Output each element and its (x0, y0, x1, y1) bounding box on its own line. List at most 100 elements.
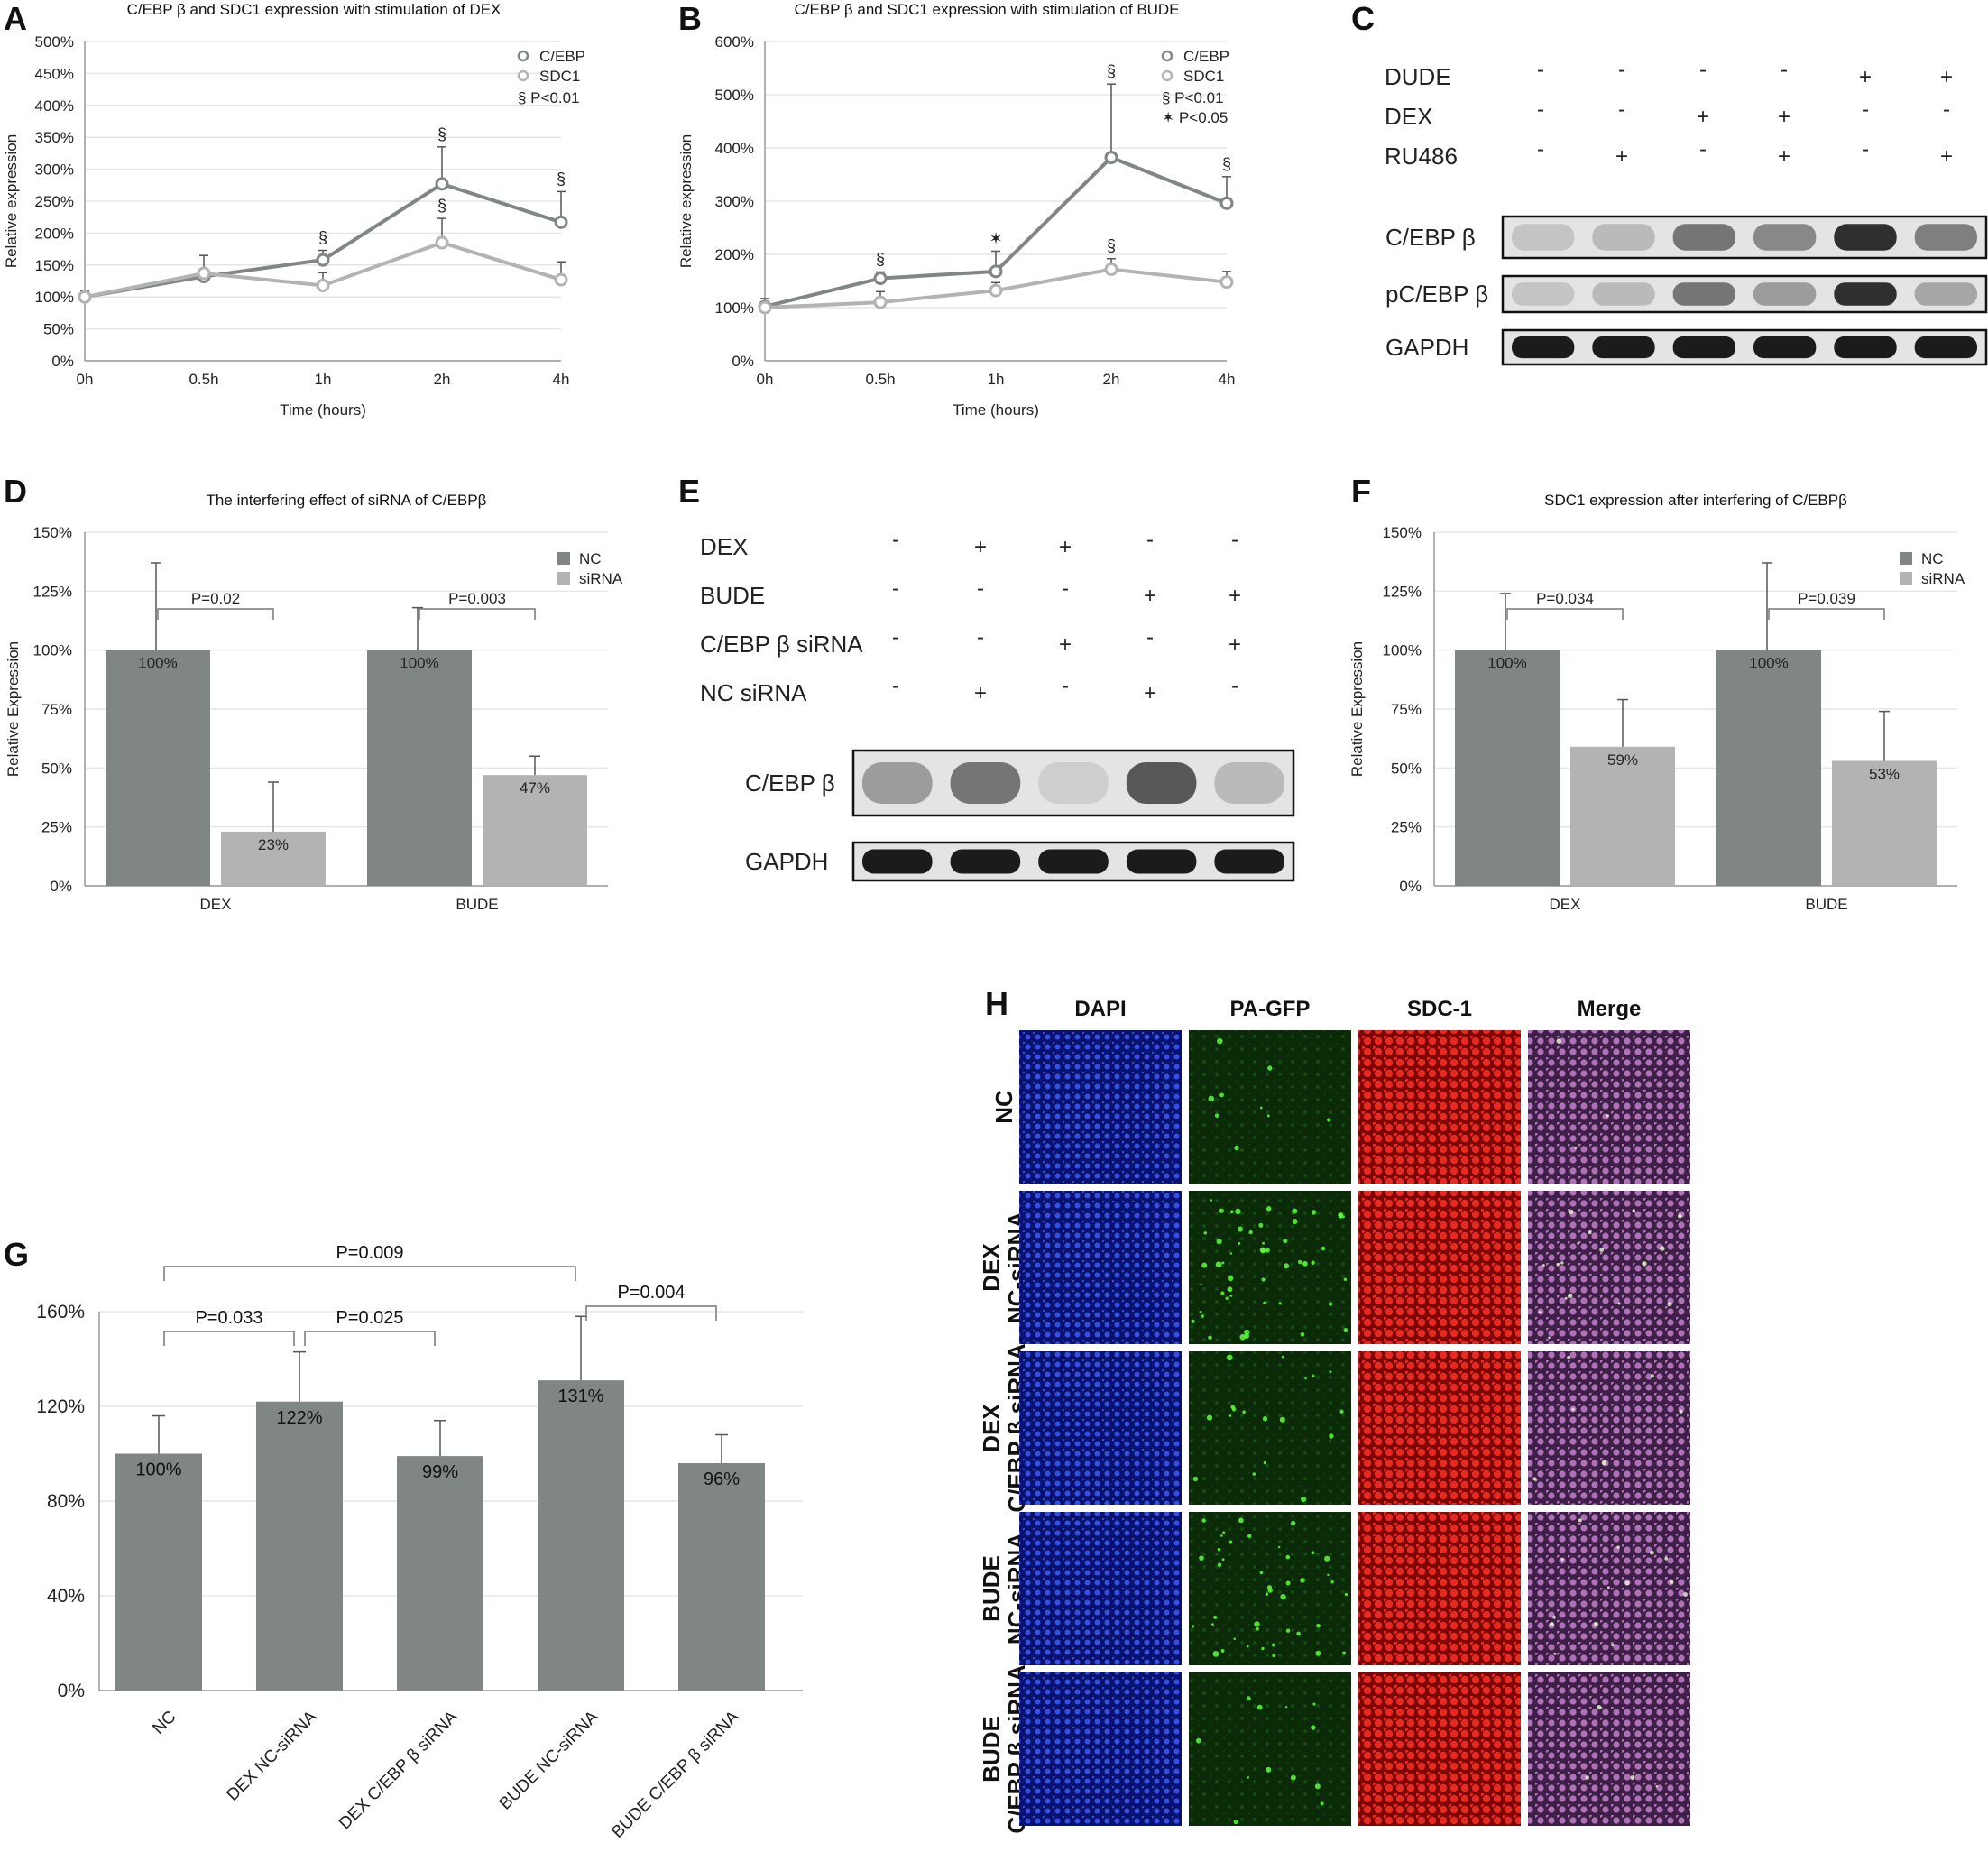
y-tick-label: 600% (715, 33, 754, 51)
chart-title: C/EBP β and SDC1 expression with stimula… (794, 1, 1179, 18)
legend-note: § P<0.01 (518, 89, 580, 106)
y-tick-label: 0% (50, 878, 72, 895)
panel-letter-a: A (4, 0, 27, 37)
p-value-label: P=0.034 (1536, 590, 1594, 607)
y-tick-label: 0% (1399, 878, 1422, 895)
x-tick-label: BUDE (1805, 896, 1847, 913)
micrograph-pa-gfp (1189, 1672, 1351, 1826)
y-axis-label: Relative expression (677, 134, 695, 268)
micrograph-merge (1528, 1191, 1690, 1344)
y-tick-label: 100% (715, 299, 754, 317)
gfp-spot (1321, 1246, 1326, 1251)
y-tick-label: 250% (35, 193, 74, 210)
merge-spot (1599, 1248, 1605, 1252)
significance-bracket (1768, 608, 1885, 620)
condition-label: NC siRNA (700, 679, 807, 706)
column-header-pa-gfp: PA-GFP (1230, 997, 1311, 1021)
y-tick-label: 125% (1383, 583, 1422, 600)
condition-sign: - (1618, 97, 1625, 122)
gfp-spot (1234, 1145, 1239, 1151)
micrograph-dapi (1019, 1030, 1182, 1184)
gfp-spot (1278, 1302, 1282, 1305)
significance-mark: ✶ (989, 229, 1002, 247)
western-blot-e: DEX - + + - - BUDE - - - + + C/EBP β siRNA - - + - + NC si… (700, 528, 1295, 882)
legend-swatch (557, 552, 570, 565)
row-label-line2: NC (990, 1090, 1017, 1124)
y-tick-label: 300% (35, 161, 74, 179)
condition-sign: + (1940, 144, 1953, 169)
gfp-spot (1239, 1333, 1247, 1341)
condition-sign: - (892, 674, 899, 698)
merge-spot (1564, 1296, 1568, 1300)
gfp-spot (1343, 1328, 1348, 1333)
legend-label: siRNA (1921, 570, 1965, 587)
condition-sign: + (1144, 681, 1156, 705)
data-point (758, 300, 772, 315)
row-label-group: NC (990, 1090, 1017, 1124)
legend-label: siRNA (579, 570, 623, 587)
merge-spot (1660, 1246, 1665, 1251)
condition-sign: - (1618, 58, 1625, 82)
gfp-spot (1233, 1637, 1237, 1641)
gfp-spot (1271, 1643, 1276, 1647)
p-value-label: P=0.025 (336, 1308, 403, 1328)
y-tick-label: 400% (35, 97, 74, 115)
gfp-spot (1248, 1230, 1253, 1235)
legend-marker (1161, 69, 1173, 82)
legend-swatch (1900, 552, 1912, 565)
gfp-spot (1300, 1331, 1305, 1337)
x-tick-label: DEX (1550, 896, 1581, 913)
x-tick-label: 0h (757, 371, 774, 388)
merge-spot (1594, 1621, 1598, 1626)
row-label-line1: DEX (978, 1404, 1005, 1452)
y-axis-label: Relative expression (3, 134, 20, 268)
legend-label: SDC1 (539, 68, 580, 85)
condition-sign: - (1537, 58, 1544, 82)
y-tick-label: 25% (41, 819, 72, 836)
gfp-spot (1259, 1571, 1264, 1575)
gfp-spot (1284, 1263, 1290, 1269)
merge-spot (1624, 1580, 1630, 1586)
condition-sign: + (1229, 584, 1241, 608)
y-tick-label: 100% (33, 642, 72, 659)
gfp-spot (1301, 1496, 1307, 1503)
merge-spot (1679, 1409, 1683, 1414)
gfp-spot (1227, 1286, 1233, 1293)
y-tick-label: 100% (35, 289, 74, 306)
merge-spot (1560, 1261, 1564, 1265)
row-label-line1: DEX (978, 1243, 1005, 1292)
gfp-spot (1216, 1239, 1222, 1245)
gfp-spot (1238, 1241, 1241, 1245)
gfp-spot (1280, 1593, 1286, 1600)
merge-spot (1650, 1550, 1654, 1555)
x-tick-label: BUDE (456, 896, 498, 913)
gfp-spot (1252, 1472, 1256, 1476)
micrograph-pa-gfp (1189, 1351, 1351, 1505)
y-tick-label: 50% (43, 321, 74, 338)
condition-sign: - (1231, 674, 1238, 698)
y-tick-label: 100% (1383, 642, 1422, 659)
condition-sign: - (977, 576, 984, 601)
condition-sign: - (892, 625, 899, 650)
merge-spot (1606, 1586, 1610, 1589)
gfp-spot (1221, 1261, 1225, 1265)
data-point (1219, 275, 1234, 290)
p-value-label: P=0.02 (191, 590, 240, 607)
bar-value-label: 47% (520, 779, 550, 797)
y-tick-label: 40% (47, 1586, 85, 1607)
blot-band (1512, 282, 1575, 306)
panel-letter-d: D (4, 473, 27, 510)
condition-label: BUDE (700, 582, 765, 609)
merge-spot (1616, 1545, 1620, 1549)
blot-membrane (1501, 328, 1988, 366)
significance-mark: § (876, 250, 885, 268)
condition-label: RU486 (1385, 143, 1458, 170)
merge-spot (1556, 1263, 1560, 1267)
gfp-spot (1206, 1414, 1213, 1421)
gfp-spot (1262, 1241, 1266, 1245)
merge-spot (1664, 1556, 1669, 1561)
panel-letter-b: B (678, 0, 702, 37)
condition-sign: + (1859, 65, 1872, 89)
bar-value-label: 59% (1607, 751, 1638, 769)
